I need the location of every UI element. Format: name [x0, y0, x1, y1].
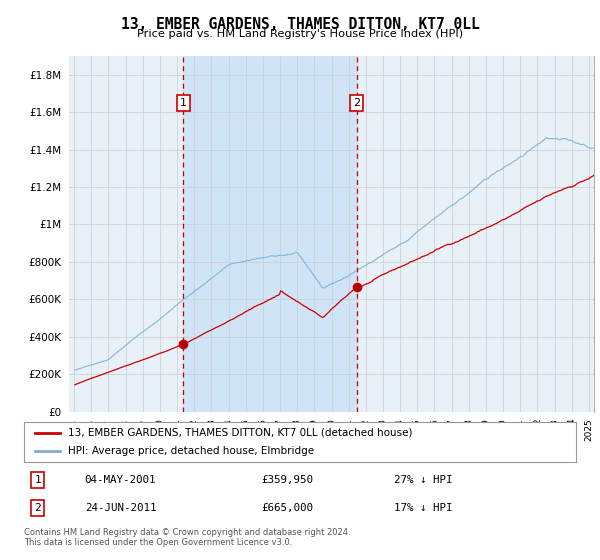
Text: £665,000: £665,000	[262, 503, 313, 514]
Text: 27% ↓ HPI: 27% ↓ HPI	[394, 475, 452, 485]
Text: Price paid vs. HM Land Registry's House Price Index (HPI): Price paid vs. HM Land Registry's House …	[137, 29, 463, 39]
Text: 2: 2	[34, 503, 41, 514]
Text: 17% ↓ HPI: 17% ↓ HPI	[394, 503, 452, 514]
Text: 2: 2	[353, 98, 360, 108]
Bar	[184, 56, 356, 412]
Text: £359,950: £359,950	[262, 475, 313, 485]
Text: 1: 1	[34, 475, 41, 485]
Text: 1: 1	[180, 98, 187, 108]
Text: 04-MAY-2001: 04-MAY-2001	[85, 475, 156, 485]
Text: 13, EMBER GARDENS, THAMES DITTON, KT7 0LL: 13, EMBER GARDENS, THAMES DITTON, KT7 0L…	[121, 17, 479, 32]
Text: 24-JUN-2011: 24-JUN-2011	[85, 503, 156, 514]
Text: 13, EMBER GARDENS, THAMES DITTON, KT7 0LL (detached house): 13, EMBER GARDENS, THAMES DITTON, KT7 0L…	[68, 428, 413, 437]
Text: Contains HM Land Registry data © Crown copyright and database right 2024.
This d: Contains HM Land Registry data © Crown c…	[24, 528, 350, 547]
Text: HPI: Average price, detached house, Elmbridge: HPI: Average price, detached house, Elmb…	[68, 446, 314, 456]
